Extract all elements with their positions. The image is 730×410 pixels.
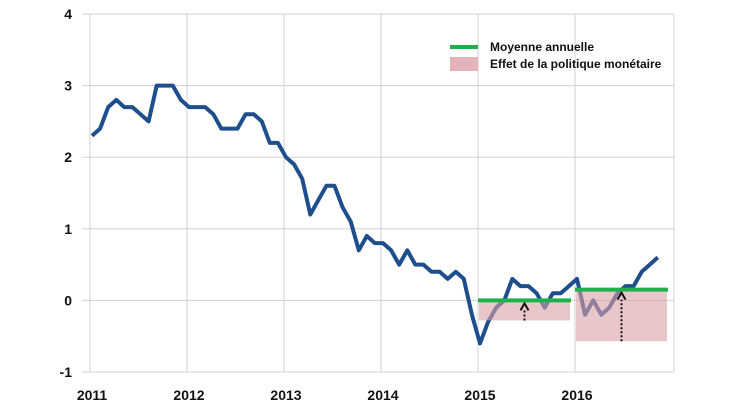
legend-label-policy-effect: Effet de la politique monétaire bbox=[490, 57, 662, 71]
x-tick-label: 2016 bbox=[561, 387, 592, 403]
y-tick-label: 3 bbox=[64, 78, 72, 94]
y-tick-label: 0 bbox=[64, 292, 72, 308]
y-tick-label: 4 bbox=[64, 6, 72, 22]
x-tick-label: 2011 bbox=[77, 387, 108, 403]
policy-effect-arrows bbox=[478, 287, 668, 342]
y-tick-label: 2 bbox=[64, 149, 72, 165]
policy-effect-area bbox=[479, 300, 570, 321]
arrow-up-icon bbox=[519, 301, 530, 311]
legend: Moyenne annuelle Effet de la politique m… bbox=[450, 40, 662, 71]
x-tick-label: 2013 bbox=[270, 387, 301, 403]
x-tick-label: 2015 bbox=[464, 387, 495, 403]
legend-label-annual-average: Moyenne annuelle bbox=[490, 40, 594, 54]
legend-swatch-policy-effect bbox=[450, 57, 478, 71]
inflation-line bbox=[90, 83, 660, 346]
x-axis-ticks: 2011 2012 2013 2014 2015 2016 bbox=[77, 387, 593, 403]
x-tick-label: 2012 bbox=[173, 387, 204, 403]
y-tick-label: -1 bbox=[60, 364, 73, 380]
y-axis-ticks: 4 3 2 1 0 -1 bbox=[60, 6, 73, 380]
y-tick-label: 1 bbox=[64, 221, 72, 237]
grid-lines bbox=[82, 13, 675, 373]
arrow-up-icon bbox=[616, 290, 627, 301]
x-tick-label: 2014 bbox=[367, 387, 398, 403]
inflation-series bbox=[90, 83, 660, 346]
